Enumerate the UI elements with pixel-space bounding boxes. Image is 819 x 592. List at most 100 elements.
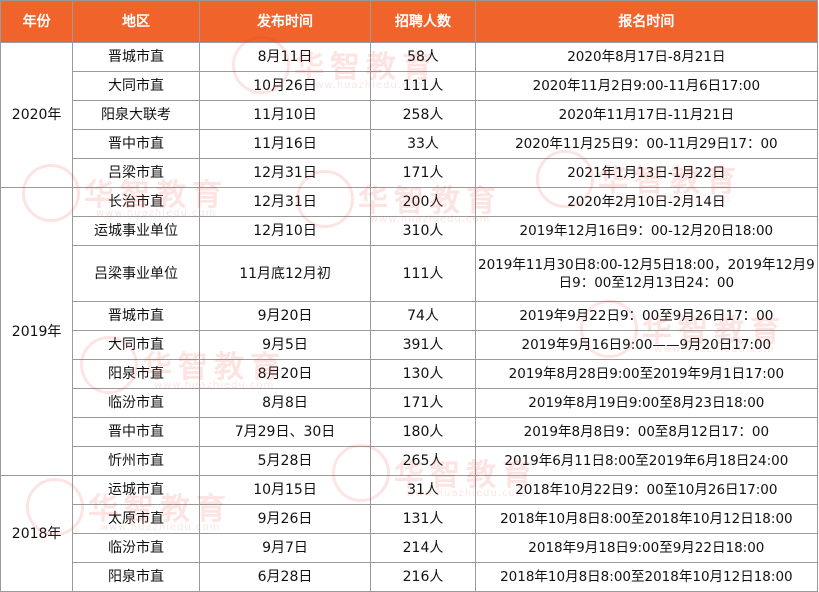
table-row: 2018年 运城市直 10月15日 31人 2018年10月22日9：00至10… xyxy=(0,475,819,592)
publish-date-cell: 9月5日 xyxy=(198,330,372,360)
publish-date-cell: 8月11日 xyxy=(198,42,372,72)
recruit-count-cell: 33人 xyxy=(370,129,476,159)
register-time-cell: 2018年10月8日8:00至2018年10月12日18:00 xyxy=(474,562,819,592)
table-row: 大同市直 10月26日 111人 2020年11月2日9:00-11月6日17:… xyxy=(1,71,819,101)
publish-date-cell: 12月31日 xyxy=(198,187,372,217)
register-time-cell: 2018年10月8日8:00至2018年10月12日18:00 xyxy=(474,504,819,534)
area-cell: 太原市直 xyxy=(72,504,200,534)
register-time-cell: 2021年1月13日-1月22日 xyxy=(474,158,819,188)
area-cell: 阳泉市直 xyxy=(72,359,200,389)
register-time-cell: 2019年6月11日8:00至2019年6月18日24:00 xyxy=(474,446,819,476)
area-cell: 吕梁事业单位 xyxy=(72,245,200,302)
recruit-count-cell: 58人 xyxy=(370,42,476,72)
year-cell: 2018年 xyxy=(0,475,74,592)
recruit-count-cell: 180人 xyxy=(370,417,476,447)
recruit-count-cell: 265人 xyxy=(370,446,476,476)
header-recruit-count: 招聘人数 xyxy=(370,0,476,43)
area-cell: 晋城市直 xyxy=(72,42,200,72)
publish-date-cell: 12月10日 xyxy=(198,216,372,246)
area-cell: 运城事业单位 xyxy=(72,216,200,246)
table-row: 大同市直 9月5日 391人 2019年9月16日9:00——9月20日17:0… xyxy=(1,330,819,360)
register-time-cell: 2020年2月10日-2月14日 xyxy=(474,187,819,217)
register-time-cell: 2019年9月22日9：00至9月26日17：00 xyxy=(474,301,819,331)
area-cell: 大同市直 xyxy=(72,71,200,101)
table-row: 阳泉市直 8月20日 130人 2019年8月28日9:00至2019年9月1日… xyxy=(1,359,819,389)
publish-date-cell: 11月16日 xyxy=(198,129,372,159)
publish-date-cell: 10月26日 xyxy=(198,71,372,101)
recruit-count-cell: 31人 xyxy=(370,475,476,505)
register-time-cell: 2019年8月8日9：00至8月12日17：00 xyxy=(474,417,819,447)
area-cell: 阳泉市直 xyxy=(72,562,200,592)
table-row: 阳泉市直 6月28日 216人 2018年10月8日8:00至2018年10月1… xyxy=(1,562,819,592)
header-row: 年份 地区 发布时间 招聘人数 报名时间 xyxy=(0,0,819,43)
register-time-cell: 2018年10月22日9：00至10月26日17:00 xyxy=(474,475,819,505)
recruit-count-cell: 130人 xyxy=(370,359,476,389)
area-cell: 晋中市直 xyxy=(72,129,200,159)
table-row: 临汾市直 8月8日 171人 2019年8月19日9:00至8月23日18:00 xyxy=(1,388,819,418)
table-row: 2020年 晋城市直 8月11日 58人 2020年8月17日-8月21日 xyxy=(0,42,819,188)
area-cell: 阳泉大联考 xyxy=(72,100,200,130)
publish-date-cell: 11月底12月初 xyxy=(198,245,372,302)
recruit-count-cell: 111人 xyxy=(370,71,476,101)
register-time-cell: 2019年12月16日9：00-12月20日18:00 xyxy=(474,216,819,246)
recruit-count-cell: 258人 xyxy=(370,100,476,130)
recruit-count-cell: 216人 xyxy=(370,562,476,592)
table-row: 忻州市直 5月28日 265人 2019年6月11日8:00至2019年6月18… xyxy=(1,446,819,476)
publish-date-cell: 8月20日 xyxy=(198,359,372,389)
table-row: 吕梁市直 12月31日 171人 2021年1月13日-1月22日 xyxy=(1,158,819,188)
register-time-cell: 2020年11月17日-11月21日 xyxy=(474,100,819,130)
register-time-cell: 2019年8月19日9:00至8月23日18:00 xyxy=(474,388,819,418)
header-register-time: 报名时间 xyxy=(474,0,819,43)
register-time-cell: 2020年11月2日9:00-11月6日17:00 xyxy=(474,71,819,101)
year-cell: 2020年 xyxy=(0,42,74,188)
header-publish-date: 发布时间 xyxy=(198,0,372,43)
publish-date-cell: 6月28日 xyxy=(198,562,372,592)
header-year: 年份 xyxy=(0,0,74,43)
table-row: 吕梁事业单位 11月底12月初 111人 2019年11月30日8:00-12月… xyxy=(1,245,819,302)
publish-date-cell: 7月29日、30日 xyxy=(198,417,372,447)
recruit-count-cell: 391人 xyxy=(370,330,476,360)
table-row: 太原市直 9月26日 131人 2018年10月8日8:00至2018年10月1… xyxy=(1,504,819,534)
recruit-count-cell: 74人 xyxy=(370,301,476,331)
area-cell: 运城市直 xyxy=(72,475,200,505)
area-cell: 大同市直 xyxy=(72,330,200,360)
recruit-count-cell: 131人 xyxy=(370,504,476,534)
register-time-cell: 2019年9月16日9:00——9月20日17:00 xyxy=(474,330,819,360)
register-time-cell: 2020年11月25日9：00-11月29日17：00 xyxy=(474,129,819,159)
publish-date-cell: 10月15日 xyxy=(198,475,372,505)
publish-date-cell: 9月20日 xyxy=(198,301,372,331)
header-area: 地区 xyxy=(72,0,200,43)
area-cell: 忻州市直 xyxy=(72,446,200,476)
area-cell: 晋城市直 xyxy=(72,301,200,331)
table-row: 临汾市直 9月7日 214人 2018年9月18日9:00至9月22日18:00 xyxy=(1,533,819,563)
recruit-count-cell: 214人 xyxy=(370,533,476,563)
table-row: 晋城市直 9月20日 74人 2019年9月22日9：00至9月26日17：00 xyxy=(1,301,819,331)
area-cell: 长治市直 xyxy=(72,187,200,217)
recruit-count-cell: 171人 xyxy=(370,388,476,418)
table-row: 晋中市直 7月29日、30日 180人 2019年8月8日9：00至8月12日1… xyxy=(1,417,819,447)
recruit-count-cell: 200人 xyxy=(370,187,476,217)
area-cell: 晋中市直 xyxy=(72,417,200,447)
register-time-cell: 2018年9月18日9:00至9月22日18:00 xyxy=(474,533,819,563)
table-row: 阳泉大联考 11月10日 258人 2020年11月17日-11月21日 xyxy=(1,100,819,130)
table-row: 运城事业单位 12月10日 310人 2019年12月16日9：00-12月20… xyxy=(1,216,819,246)
table-row: 晋中市直 11月16日 33人 2020年11月25日9：00-11月29日17… xyxy=(1,129,819,159)
table-row: 2019年 长治市直 12月31日 200人 2020年2月10日-2月14日 xyxy=(0,187,819,476)
register-time-cell: 2020年8月17日-8月21日 xyxy=(474,42,819,72)
publish-date-cell: 5月28日 xyxy=(198,446,372,476)
publish-date-cell: 8月8日 xyxy=(198,388,372,418)
register-time-cell: 2019年8月28日9:00至2019年9月1日17:00 xyxy=(474,359,819,389)
register-time-cell: 2019年11月30日8:00-12月5日18:00，2019年12月9日9：0… xyxy=(474,245,819,302)
recruit-count-cell: 171人 xyxy=(370,158,476,188)
publish-date-cell: 11月10日 xyxy=(198,100,372,130)
year-cell: 2019年 xyxy=(0,187,74,476)
publish-date-cell: 9月7日 xyxy=(198,533,372,563)
area-cell: 临汾市直 xyxy=(72,533,200,563)
recruit-count-cell: 111人 xyxy=(370,245,476,302)
recruit-count-cell: 310人 xyxy=(370,216,476,246)
area-cell: 临汾市直 xyxy=(72,388,200,418)
publish-date-cell: 9月26日 xyxy=(198,504,372,534)
area-cell: 吕梁市直 xyxy=(72,158,200,188)
